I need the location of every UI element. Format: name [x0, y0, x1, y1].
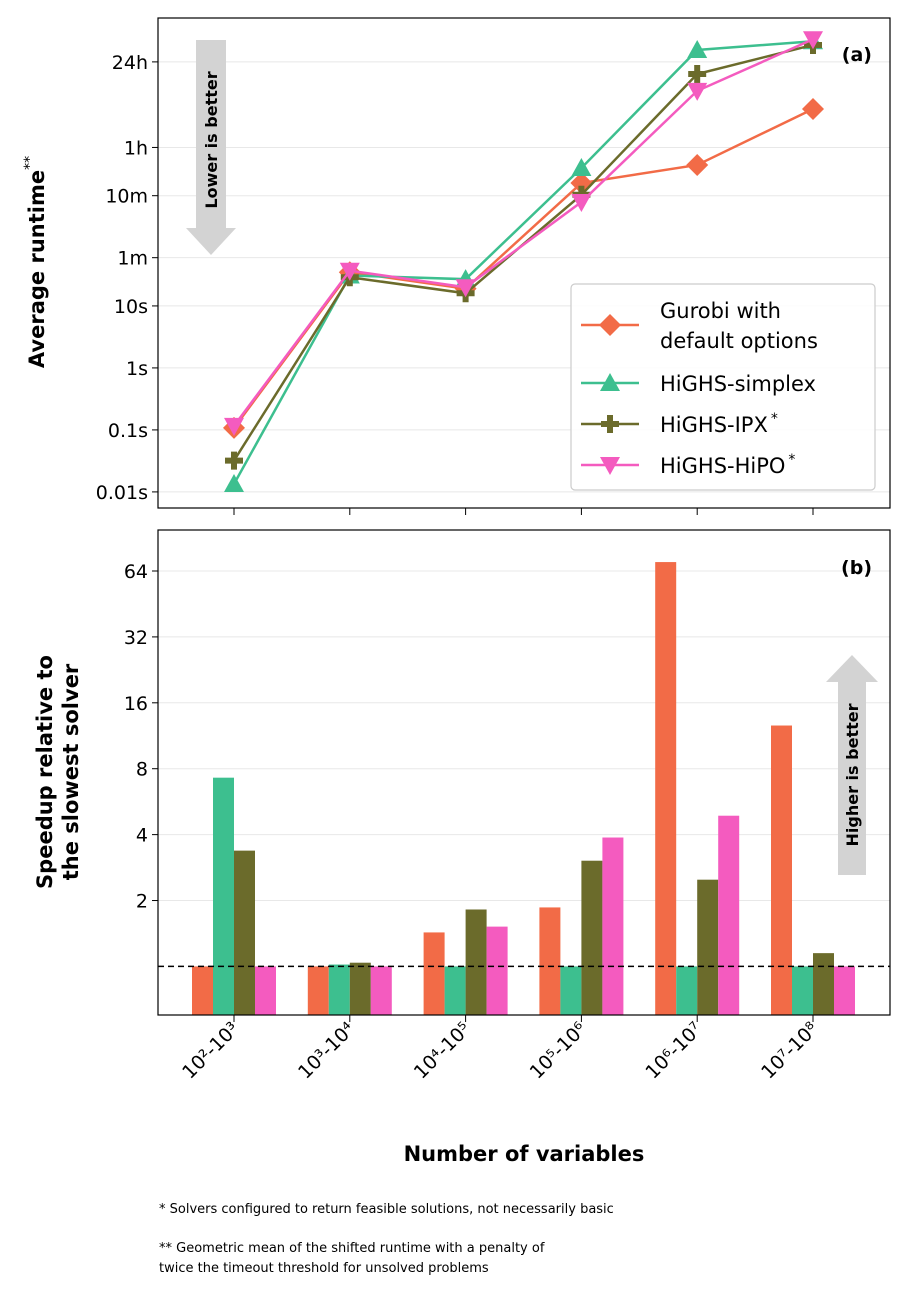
- bar: [444, 966, 466, 1015]
- down-arrow-icon: [186, 40, 236, 255]
- bar: [676, 966, 698, 1015]
- speedup-panel: 2 4 8 16 32 64 Higher is better (b) Speedup rela…: [33, 529, 891, 1166]
- diamond-marker: [686, 153, 709, 176]
- y-tick-label: 2: [136, 891, 148, 913]
- triangle-down-marker: [687, 82, 708, 101]
- diamond-marker: [802, 98, 824, 121]
- lower-is-better-annotation: Lower is better: [202, 71, 221, 208]
- bar: [328, 964, 350, 1015]
- legend-sup: *: [788, 452, 795, 468]
- series-line: [232, 38, 814, 427]
- legend-item: HiGHS-IPX *: [581, 411, 778, 437]
- plot-frame: [157, 529, 891, 1016]
- bar: [813, 953, 834, 1015]
- bar: [349, 962, 371, 1015]
- triangle-down-marker: [600, 457, 620, 475]
- legend-label: HiGHS-simplex: [660, 372, 816, 396]
- legend-item: HiGHS-HiPO *: [581, 452, 795, 478]
- triangle-up-marker: [600, 373, 620, 391]
- legend-label: default options: [660, 329, 818, 353]
- x-tick-label: 10⁴-10⁵: [410, 1018, 475, 1083]
- bar: [560, 966, 582, 1015]
- bar: [697, 879, 719, 1015]
- x-tick-label: 10³-10⁴: [294, 1018, 360, 1084]
- x-axis-label: Number of variables: [404, 1142, 645, 1166]
- legend-box: [570, 283, 876, 491]
- triangle-down-marker: [339, 262, 360, 281]
- y-tick-label: 1s: [126, 358, 148, 380]
- up-arrow-icon: [826, 655, 878, 875]
- plus-marker: [225, 451, 243, 470]
- bar: [834, 966, 855, 1015]
- y-tick-label: 32: [124, 627, 148, 649]
- legend-sup: *: [771, 411, 778, 427]
- legend: Gurobi with default options HiGHS-simplex H…: [570, 283, 876, 491]
- panel-label: (a): [842, 44, 872, 66]
- bar: [602, 837, 624, 1015]
- y-axis-label: Speedup relative to: [33, 655, 57, 889]
- footnote: * Solvers configured to return feasible …: [159, 1202, 614, 1217]
- triangle-down-marker: [571, 193, 592, 212]
- x-tick-label: 10⁶-10⁷: [641, 1018, 706, 1083]
- y-tick-label: 8: [136, 759, 148, 781]
- legend-item: Gurobi with default options: [581, 299, 818, 353]
- higher-is-better-annotation: Higher is better: [843, 703, 862, 846]
- legend-label: HiGHS-HiPO *: [660, 452, 795, 478]
- plus-marker: [688, 65, 707, 84]
- triangle-down-marker: [455, 279, 476, 298]
- runtime-panel: 0.01s 0.1s 1s 10s 1m 10m 1h 24h Lower is better (…: [22, 17, 891, 515]
- line-series-highs-hipo: [224, 31, 823, 436]
- y-tick-label: 64: [124, 561, 148, 583]
- y-tick-label: 4: [136, 825, 148, 847]
- bar: [792, 966, 813, 1015]
- triangle-down-marker: [803, 31, 823, 50]
- y-axis-label: the slowest solver: [59, 663, 83, 880]
- bar: [581, 860, 603, 1015]
- bar: [307, 966, 329, 1015]
- y-tick-label: 0.1s: [108, 420, 148, 442]
- y-tick-label: 1m: [117, 248, 148, 270]
- footnote: twice the timeout threshold for unsolved…: [159, 1261, 489, 1276]
- bar: [192, 966, 213, 1015]
- footnote: ** Geometric mean of the shifted runtime…: [159, 1241, 545, 1256]
- bar: [486, 926, 508, 1015]
- panel-label: (b): [841, 557, 872, 579]
- y-tick-label: 0.01s: [96, 482, 148, 504]
- legend-item: HiGHS-simplex: [581, 372, 816, 396]
- y-axis-label: Average runtime**: [22, 156, 49, 368]
- diamond-marker: [599, 314, 621, 336]
- y-tick-label: 24h: [112, 52, 148, 74]
- bar: [213, 777, 234, 1015]
- y-tick-label: 1h: [124, 137, 148, 159]
- x-tick-label: 10⁵-10⁶: [526, 1018, 591, 1083]
- bar: [539, 907, 561, 1015]
- plot-frame: [157, 17, 891, 509]
- triangle-up-marker: [224, 474, 244, 493]
- y-tick-label: 10m: [105, 186, 148, 208]
- triangle-up-marker: [687, 39, 708, 58]
- plus-marker: [601, 415, 619, 433]
- legend-label: Gurobi with: [660, 299, 781, 323]
- bar: [465, 909, 487, 1015]
- bar: [255, 966, 276, 1015]
- triangle-up-marker: [571, 157, 592, 176]
- y-axis-label-text: Average runtime: [25, 170, 49, 368]
- x-tick-label: 10²-10³: [178, 1018, 243, 1083]
- y-axis-label-sup: **: [22, 156, 38, 170]
- y-tick-label: 10s: [114, 296, 148, 318]
- x-tick-label: 10⁷-10⁸: [757, 1018, 822, 1083]
- bar: [370, 966, 392, 1015]
- bar: [234, 850, 255, 1015]
- triangle-down-marker: [224, 417, 244, 436]
- bar: [771, 725, 792, 1015]
- legend-label: HiGHS-IPX *: [660, 411, 778, 437]
- bar: [655, 562, 677, 1015]
- bar: [423, 932, 445, 1015]
- bar: [718, 815, 740, 1015]
- series-line: [232, 39, 814, 485]
- y-tick-label: 16: [124, 693, 148, 715]
